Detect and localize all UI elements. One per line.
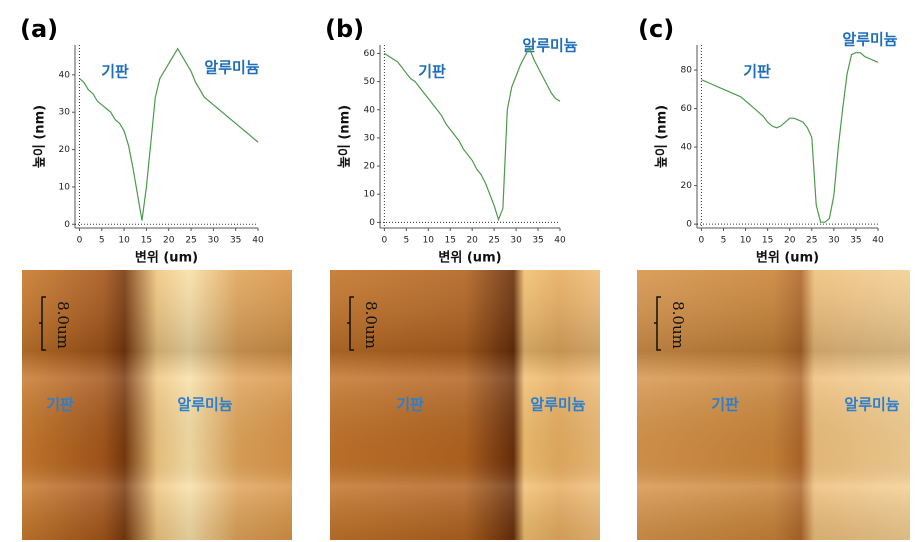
x-tick-label: 0 — [77, 236, 83, 246]
annotation: 기판 — [743, 63, 771, 81]
x-tick-label: 15 — [762, 236, 773, 246]
x-tick-label: 35 — [230, 236, 241, 246]
y-tick-label: 20 — [59, 145, 71, 155]
y-tick-label: 30 — [364, 133, 376, 143]
x-tick-label: 35 — [532, 236, 543, 246]
x-tick-label: 30 — [208, 236, 220, 246]
x-tick-label: 20 — [784, 236, 796, 246]
panel-label: (a) — [20, 15, 58, 43]
y-axis-title: 높이 (nm) — [32, 105, 48, 168]
y-tick-label: 20 — [681, 181, 693, 191]
panel-label: (c) — [638, 15, 674, 43]
scale-label: 8.0um — [54, 301, 72, 349]
y-tick-label: 20 — [364, 162, 376, 172]
x-tick-label: 15 — [141, 236, 152, 246]
image-label: 기판 — [46, 396, 74, 414]
y-tick-label: 30 — [59, 108, 71, 118]
x-tick-label: 10 — [423, 236, 435, 246]
scale-bar — [654, 296, 661, 351]
y-axis-title: 높이 (nm) — [337, 105, 353, 168]
scale-bar — [39, 296, 46, 351]
x-tick-label: 40 — [554, 236, 566, 246]
y-tick-label: 50 — [364, 77, 376, 87]
x-tick-label: 25 — [185, 236, 196, 246]
y-tick-label: 10 — [364, 190, 376, 200]
y-tick-label: 0 — [686, 220, 692, 230]
x-tick-label: 0 — [699, 236, 705, 246]
y-axis-title: 높이 (nm) — [654, 105, 670, 168]
x-tick-label: 35 — [850, 236, 861, 246]
x-tick-label: 5 — [721, 236, 727, 246]
x-tick-label: 15 — [445, 236, 456, 246]
x-tick-label: 0 — [382, 236, 388, 246]
afm-shade — [22, 270, 292, 540]
x-tick-label: 5 — [403, 236, 409, 246]
data-line — [79, 47, 259, 221]
x-tick-label: 20 — [163, 236, 175, 246]
x-axis-title: 변위 (um) — [756, 251, 819, 266]
y-tick-label: 10 — [59, 182, 71, 192]
image-label: 알루미늄 — [177, 396, 232, 414]
x-tick-label: 25 — [806, 236, 817, 246]
annotation: 알루미늄 — [842, 31, 897, 49]
x-tick-label: 30 — [510, 236, 522, 246]
data-line — [701, 52, 879, 223]
annotation: 기판 — [418, 63, 446, 81]
annotation: 기판 — [101, 63, 129, 81]
y-tick-label: 40 — [681, 143, 693, 153]
y-tick-label: 80 — [681, 66, 693, 76]
image-label: 기판 — [396, 396, 424, 414]
y-tick-label: 0 — [369, 218, 375, 228]
y-tick-label: 0 — [64, 220, 70, 230]
scale-label: 8.0um — [362, 301, 380, 349]
afm-shade — [330, 270, 600, 540]
y-tick-label: 60 — [681, 104, 693, 114]
scale-bar — [347, 296, 354, 351]
image-label: 알루미늄 — [530, 396, 585, 414]
scale-label: 8.0um — [669, 301, 687, 349]
afm-shade — [637, 270, 910, 540]
x-tick-label: 40 — [872, 236, 884, 246]
x-axis-title: 변위 (um) — [438, 251, 501, 266]
y-tick-label: 40 — [59, 70, 71, 80]
x-axis-title: 변위 (um) — [135, 251, 198, 266]
y-tick-label: 40 — [364, 105, 376, 115]
x-tick-label: 25 — [488, 236, 499, 246]
annotation: 알루미늄 — [204, 59, 259, 77]
data-line — [384, 46, 561, 222]
image-label: 기판 — [711, 396, 739, 414]
annotation: 알루미늄 — [522, 37, 577, 55]
x-tick-label: 10 — [740, 236, 752, 246]
x-tick-label: 30 — [828, 236, 840, 246]
x-tick-label: 5 — [99, 236, 105, 246]
x-tick-label: 10 — [118, 236, 130, 246]
image-label: 알루미늄 — [844, 396, 899, 414]
x-tick-label: 40 — [252, 236, 264, 246]
y-tick-label: 60 — [364, 49, 376, 59]
x-tick-label: 20 — [466, 236, 478, 246]
panel-label: (b) — [325, 15, 364, 43]
